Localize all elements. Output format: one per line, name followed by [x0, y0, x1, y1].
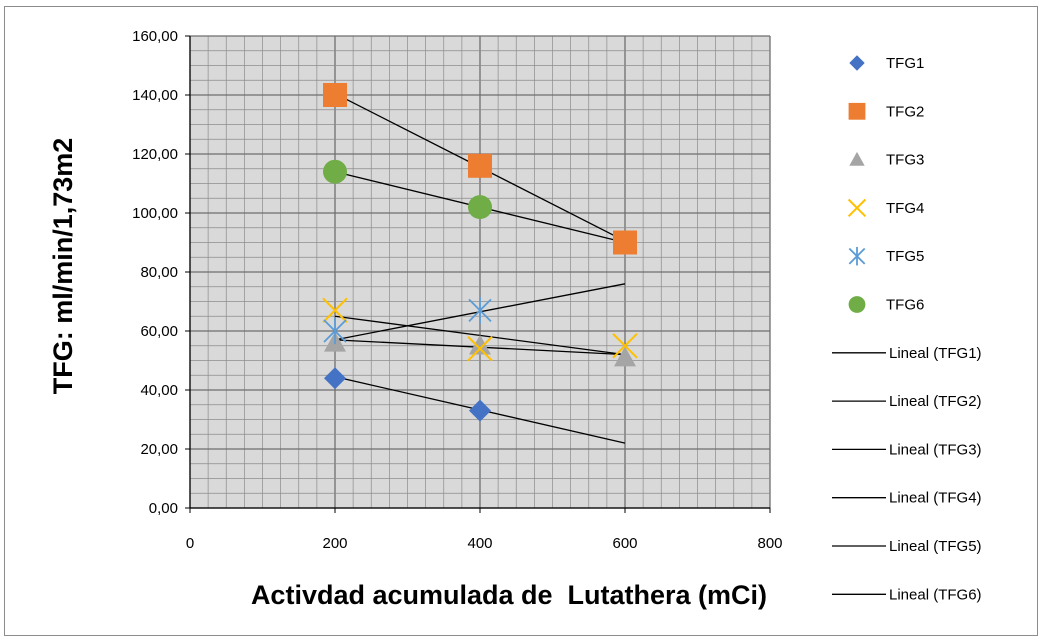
x-tick-label: 400: [467, 535, 492, 552]
legend-label: TFG5: [886, 248, 924, 265]
legend-label: Lineal (TFG2): [889, 393, 982, 410]
marker-stroke: [322, 297, 348, 324]
legend-marker-tfg6: [848, 296, 866, 313]
marker-stroke: [847, 198, 867, 218]
legend-label: TFG2: [886, 103, 924, 120]
x-tick-labels: 0 200 400 600 800: [186, 535, 783, 552]
x-axis-title: Activdad acumulada de Lutathera (mCi): [251, 580, 767, 610]
legend-marker-tfg4: [847, 198, 867, 218]
legend-label: TFG1: [886, 55, 924, 72]
y-tick-label: 100,00: [132, 205, 178, 222]
data-point-tfg3: [614, 346, 636, 367]
legend-label: TFG4: [886, 200, 924, 217]
legend-marker-tfg1: [849, 55, 865, 71]
marker-stroke: [612, 333, 638, 359]
y-axis-title: TFG: ml/min/1,73m2: [48, 138, 78, 395]
y-tick-labels: 0,00 20,00 40,00 60,00 80,00 100,00 120,00 140,…: [132, 28, 178, 517]
legend-marker-tfg3: [849, 151, 865, 166]
y-tick-label: 40,00: [140, 382, 178, 399]
legend-label: Lineal (TFG1): [889, 345, 982, 362]
data-point-tfg5: [468, 297, 492, 324]
legend-label: Lineal (TFG4): [889, 490, 982, 507]
data-point-tfg1: [324, 367, 346, 390]
x-tick-label: 800: [757, 535, 782, 552]
y-tick-label: 160,00: [132, 28, 178, 45]
x-tick-label: 200: [322, 535, 347, 552]
axes: [185, 35, 771, 513]
x-tick-label: 0: [186, 535, 194, 552]
y-tick-label: 120,00: [132, 146, 178, 163]
legend-label: TFG6: [886, 297, 924, 314]
legend-label: Lineal (TFG3): [889, 441, 982, 458]
legend: TFG1 TFG2 TFG3 TFG4 TFG5 TFG6 Lineal (TFG1) Lin…: [832, 55, 982, 603]
data-point-tfg4: [612, 333, 638, 359]
data-points: [322, 83, 638, 422]
data-point-tfg3: [469, 334, 491, 355]
data-point-tfg2: [323, 83, 347, 107]
x-tick-label: 600: [612, 535, 637, 552]
y-tick-label: 80,00: [140, 264, 178, 281]
legend-label: Lineal (TFG6): [889, 586, 982, 603]
legend-label: Lineal (TFG5): [889, 538, 982, 555]
data-point-tfg6: [323, 159, 347, 184]
data-point-tfg4: [467, 335, 493, 362]
data-point-tfg6: [468, 195, 492, 220]
y-tick-label: 140,00: [132, 87, 178, 104]
legend-marker-tfg5: [848, 246, 866, 266]
data-point-tfg1: [469, 399, 491, 422]
data-point-tfg2: [468, 153, 492, 178]
y-tick-label: 20,00: [140, 441, 178, 458]
data-point-tfg2: [613, 230, 637, 255]
data-point-tfg4: [322, 297, 348, 324]
legend-marker-tfg2: [848, 102, 866, 120]
y-tick-label: 60,00: [140, 323, 178, 340]
legend-label: TFG3: [886, 152, 924, 169]
data-point-tfg5: [323, 317, 347, 345]
y-tick-label: 0,00: [149, 500, 178, 517]
marker-stroke: [467, 335, 493, 362]
